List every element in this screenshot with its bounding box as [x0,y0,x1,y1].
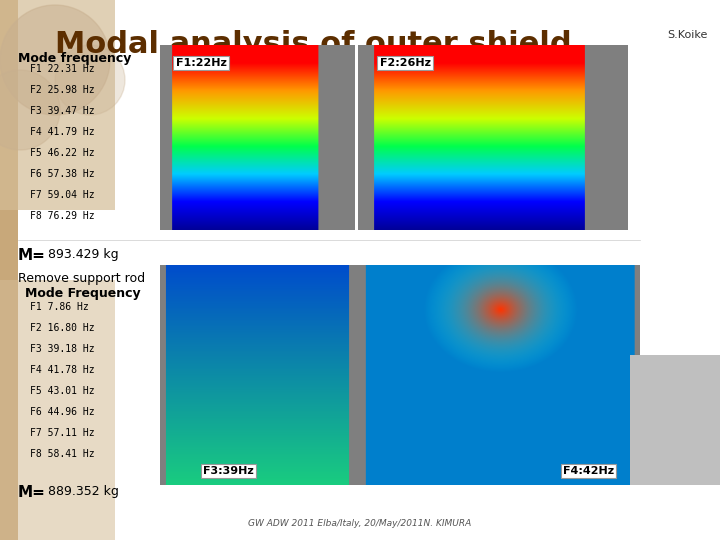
Text: F3 39.18 Hz: F3 39.18 Hz [30,344,94,354]
Circle shape [0,70,60,150]
Text: F6 44.96 Hz: F6 44.96 Hz [30,407,94,417]
Text: F1:22Hz: F1:22Hz [176,58,227,68]
Text: M=: M= [18,248,46,263]
Circle shape [55,45,125,115]
Text: F4:42Hz: F4:42Hz [563,466,614,476]
Text: F7 57.11 Hz: F7 57.11 Hz [30,428,94,438]
Text: F4 41.79 Hz: F4 41.79 Hz [30,127,94,137]
Text: S.Koike: S.Koike [667,30,708,40]
Text: GW ADW 2011 Elba/Italy, 20/May/2011N. KIMURA: GW ADW 2011 Elba/Italy, 20/May/2011N. KI… [248,519,472,528]
Text: M=: M= [18,485,46,500]
Text: F6 57.38 Hz: F6 57.38 Hz [30,169,94,179]
Text: Mode Frequency: Mode Frequency [25,287,140,300]
Text: Mode frequency: Mode frequency [18,52,131,65]
Text: F5 43.01 Hz: F5 43.01 Hz [30,386,94,396]
Text: F8 76.29 Hz: F8 76.29 Hz [30,211,94,221]
Text: F2 16.80 Hz: F2 16.80 Hz [30,323,94,333]
Text: F8 58.41 Hz: F8 58.41 Hz [30,449,94,459]
Text: 889.352 kg: 889.352 kg [48,485,119,498]
Text: F7 59.04 Hz: F7 59.04 Hz [30,190,94,200]
Text: F3 39.47 Hz: F3 39.47 Hz [30,106,94,116]
Circle shape [0,5,110,115]
Text: F2:26Hz: F2:26Hz [379,58,431,68]
Text: F5 46.22 Hz: F5 46.22 Hz [30,148,94,158]
Text: Modal analysis of outer shield: Modal analysis of outer shield [55,30,572,59]
Text: F1 7.86 Hz: F1 7.86 Hz [30,302,89,312]
FancyBboxPatch shape [0,0,18,540]
Text: 893.429 kg: 893.429 kg [48,248,119,261]
FancyBboxPatch shape [0,0,115,210]
Text: F4 41.78 Hz: F4 41.78 Hz [30,365,94,375]
Text: F3:39Hz: F3:39Hz [203,466,253,476]
FancyBboxPatch shape [0,280,115,540]
Text: Remove support rod: Remove support rod [18,272,145,285]
Text: F2 25.98 Hz: F2 25.98 Hz [30,85,94,95]
Text: F1 22.31 Hz: F1 22.31 Hz [30,64,94,74]
